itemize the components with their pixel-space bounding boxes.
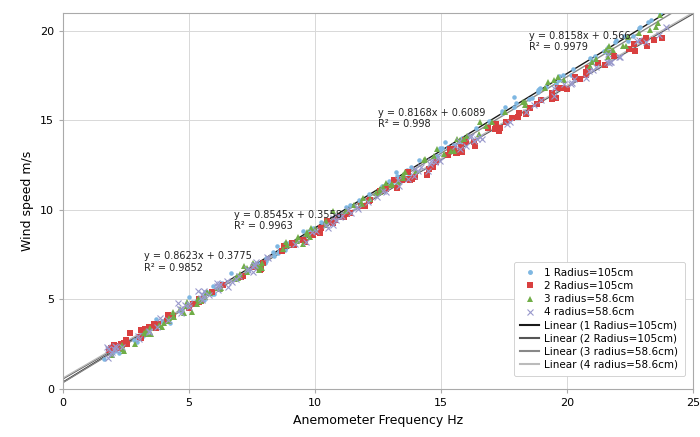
Text: y = 0.8158x + 0.566
R² = 0.9979: y = 0.8158x + 0.566 R² = 0.9979: [529, 31, 631, 52]
Text: y = 0.8623x + 0.3775
R² = 0.9852: y = 0.8623x + 0.3775 R² = 0.9852: [144, 251, 251, 273]
Y-axis label: Wind speed m/s: Wind speed m/s: [21, 151, 34, 251]
X-axis label: Anemometer Frequency Hz: Anemometer Frequency Hz: [293, 413, 463, 427]
Legend: 1 Radius=105cm, 2 Radius=105cm, 3 radius=58.6cm, 4 radius=58.6cm, Linear (1 Radi: 1 Radius=105cm, 2 Radius=105cm, 3 radius…: [514, 262, 685, 376]
Text: y = 0.8168x + 0.6089
R² = 0.998: y = 0.8168x + 0.6089 R² = 0.998: [378, 108, 485, 129]
Text: y = 0.8545x + 0.3558
R² = 0.9963: y = 0.8545x + 0.3558 R² = 0.9963: [234, 210, 342, 232]
